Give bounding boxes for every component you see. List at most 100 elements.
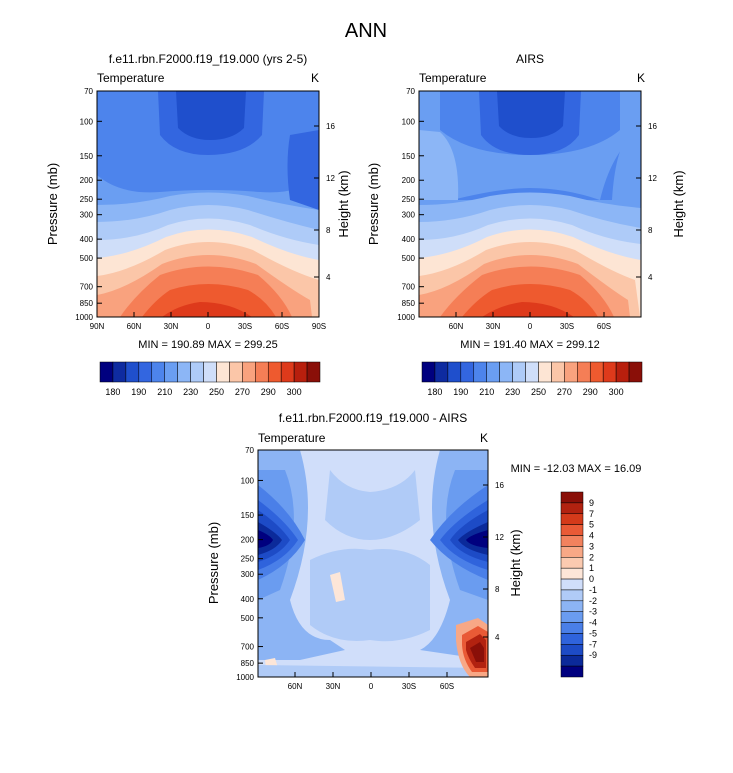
latitude-tick-label: 0 bbox=[528, 322, 533, 331]
height-tick-label: 16 bbox=[495, 481, 504, 490]
colorbar-swatch bbox=[293, 361, 308, 383]
pressure-tick-label: 100 bbox=[241, 476, 255, 485]
latitude-tick-label: 90N bbox=[90, 322, 105, 331]
colorbar-swatch bbox=[615, 361, 630, 383]
colorbar-label: 290 bbox=[261, 387, 276, 397]
panel-obs-plot-area bbox=[419, 91, 641, 317]
panel-obs-ylabel-right: Height (km) bbox=[671, 170, 686, 237]
panel-obs: AIRS Temperature K 70 100 150 200 250 300 400 5… bbox=[366, 52, 686, 351]
colorbar-label: 230 bbox=[505, 387, 520, 397]
colorbar-label: -4 bbox=[589, 618, 597, 628]
pressure-tick-label: 150 bbox=[80, 152, 94, 161]
colorbar-swatch bbox=[499, 361, 513, 383]
colorbar-swatch bbox=[560, 546, 584, 558]
colorbar-swatch bbox=[560, 600, 584, 612]
colorbar-swatch bbox=[151, 361, 165, 383]
panel-diff-stats: MIN = -12.03 MAX = 16.09 bbox=[511, 463, 642, 475]
colorbar-swatch bbox=[434, 361, 449, 383]
contour-fill-level-4 bbox=[176, 91, 246, 140]
colorbar-swatch bbox=[190, 361, 204, 383]
latitude-tick-label: 0 bbox=[206, 322, 211, 331]
panel-model-title: f.e11.rbn.F2000.f19_f19.000 (yrs 2-5) bbox=[109, 52, 308, 66]
latitude-tick-label: 30N bbox=[326, 682, 341, 691]
colorbar-label: 250 bbox=[209, 387, 224, 397]
pressure-tick-label: 300 bbox=[402, 211, 416, 220]
colorbar-label: 5 bbox=[589, 520, 594, 530]
pressure-tick-label: 100 bbox=[80, 117, 94, 126]
colorbar-label: -9 bbox=[589, 650, 597, 660]
contour-fill-level-18 bbox=[330, 572, 345, 602]
latitude-tick-label: 30S bbox=[402, 682, 416, 691]
pressure-tick-label: 150 bbox=[241, 511, 255, 520]
pressure-tick-label: 100 bbox=[402, 117, 416, 126]
colorbar-label: 1 bbox=[589, 563, 594, 573]
latitude-tick-label: 60S bbox=[597, 322, 611, 331]
panel-diff-units: K bbox=[480, 431, 488, 445]
colorbar-swatch bbox=[560, 491, 584, 504]
colorbar-swatch bbox=[473, 361, 487, 383]
colorbar-label: 190 bbox=[131, 387, 146, 397]
height-tick-label: 4 bbox=[648, 273, 653, 282]
colorbar-label: 210 bbox=[157, 387, 172, 397]
colorbar-swatch bbox=[560, 644, 584, 656]
colorbar-swatch bbox=[99, 361, 114, 383]
panel-model: f.e11.rbn.F2000.f19_f19.000 (yrs 2-5) Te… bbox=[45, 52, 351, 351]
colorbar-label: 2 bbox=[589, 552, 594, 562]
colorbar-swatch bbox=[560, 665, 584, 678]
colorbar-swatch bbox=[560, 567, 584, 580]
pressure-tick-label: 500 bbox=[80, 254, 94, 263]
colorbar-swatch bbox=[421, 361, 436, 383]
contour-fill-level-5 bbox=[287, 130, 319, 210]
pressure-tick-label: 250 bbox=[80, 195, 94, 204]
pressure-tick-label: 700 bbox=[80, 283, 94, 292]
panel-diff-plot-area bbox=[258, 450, 488, 677]
colorbar-obs: 180 190 210 230 250 270 290 300 bbox=[421, 361, 643, 397]
colorbar-swatch bbox=[560, 589, 584, 602]
pressure-tick-label: 250 bbox=[241, 555, 255, 564]
colorbar-swatch bbox=[560, 502, 584, 515]
colorbar-swatch bbox=[577, 361, 591, 383]
colorbar-swatch bbox=[564, 361, 578, 383]
colorbar-swatch bbox=[229, 361, 243, 383]
panel-diff-frame bbox=[257, 449, 489, 678]
colorbar-label: -1 bbox=[589, 585, 597, 595]
panel-obs-title: AIRS bbox=[516, 52, 544, 66]
latitude-tick-label: 60S bbox=[440, 682, 454, 691]
colorbar-swatch bbox=[306, 361, 321, 383]
pressure-tick-label: 1000 bbox=[397, 313, 415, 322]
colorbar-label: 7 bbox=[589, 509, 594, 519]
contour-fill-level-16 bbox=[325, 470, 420, 540]
pressure-tick-label: 150 bbox=[402, 152, 416, 161]
panel-model-var-label: Temperature bbox=[97, 71, 165, 85]
colorbar-swatch bbox=[125, 361, 140, 383]
colorbar-model: 180 190 210 230 250 270 290 300 bbox=[99, 361, 321, 397]
colorbar-label: 270 bbox=[235, 387, 250, 397]
pressure-tick-label: 500 bbox=[241, 614, 255, 623]
colorbar-swatch bbox=[560, 654, 584, 667]
colorbar-swatch bbox=[560, 633, 584, 645]
pressure-tick-label: 300 bbox=[241, 570, 255, 579]
panel-model-stats: MIN = 190.89 MAX = 299.25 bbox=[138, 339, 277, 351]
latitude-tick-label: 30S bbox=[560, 322, 574, 331]
pressure-tick-label: 300 bbox=[80, 211, 94, 220]
pressure-tick-label: 200 bbox=[80, 176, 94, 185]
pressure-tick-label: 500 bbox=[402, 254, 416, 263]
pressure-tick-label: 400 bbox=[80, 235, 94, 244]
height-tick-label: 16 bbox=[648, 122, 657, 131]
colorbar-label: 4 bbox=[589, 531, 594, 541]
latitude-tick-label: 60N bbox=[127, 322, 142, 331]
colorbar-label: 0 bbox=[589, 574, 594, 584]
contour-fill-level-15 bbox=[466, 530, 488, 548]
pressure-tick-label: 70 bbox=[84, 87, 93, 96]
colorbar-label: -2 bbox=[589, 596, 597, 606]
contour-fill-level-24 bbox=[470, 642, 484, 662]
colorbar-label: 230 bbox=[183, 387, 198, 397]
height-tick-label: 12 bbox=[648, 174, 657, 183]
colorbar-swatch bbox=[164, 361, 178, 383]
colorbar-label: 180 bbox=[427, 387, 442, 397]
colorbar-swatch bbox=[628, 361, 643, 383]
contour-fill-level-20 bbox=[258, 665, 488, 677]
height-tick-label: 8 bbox=[495, 585, 500, 594]
